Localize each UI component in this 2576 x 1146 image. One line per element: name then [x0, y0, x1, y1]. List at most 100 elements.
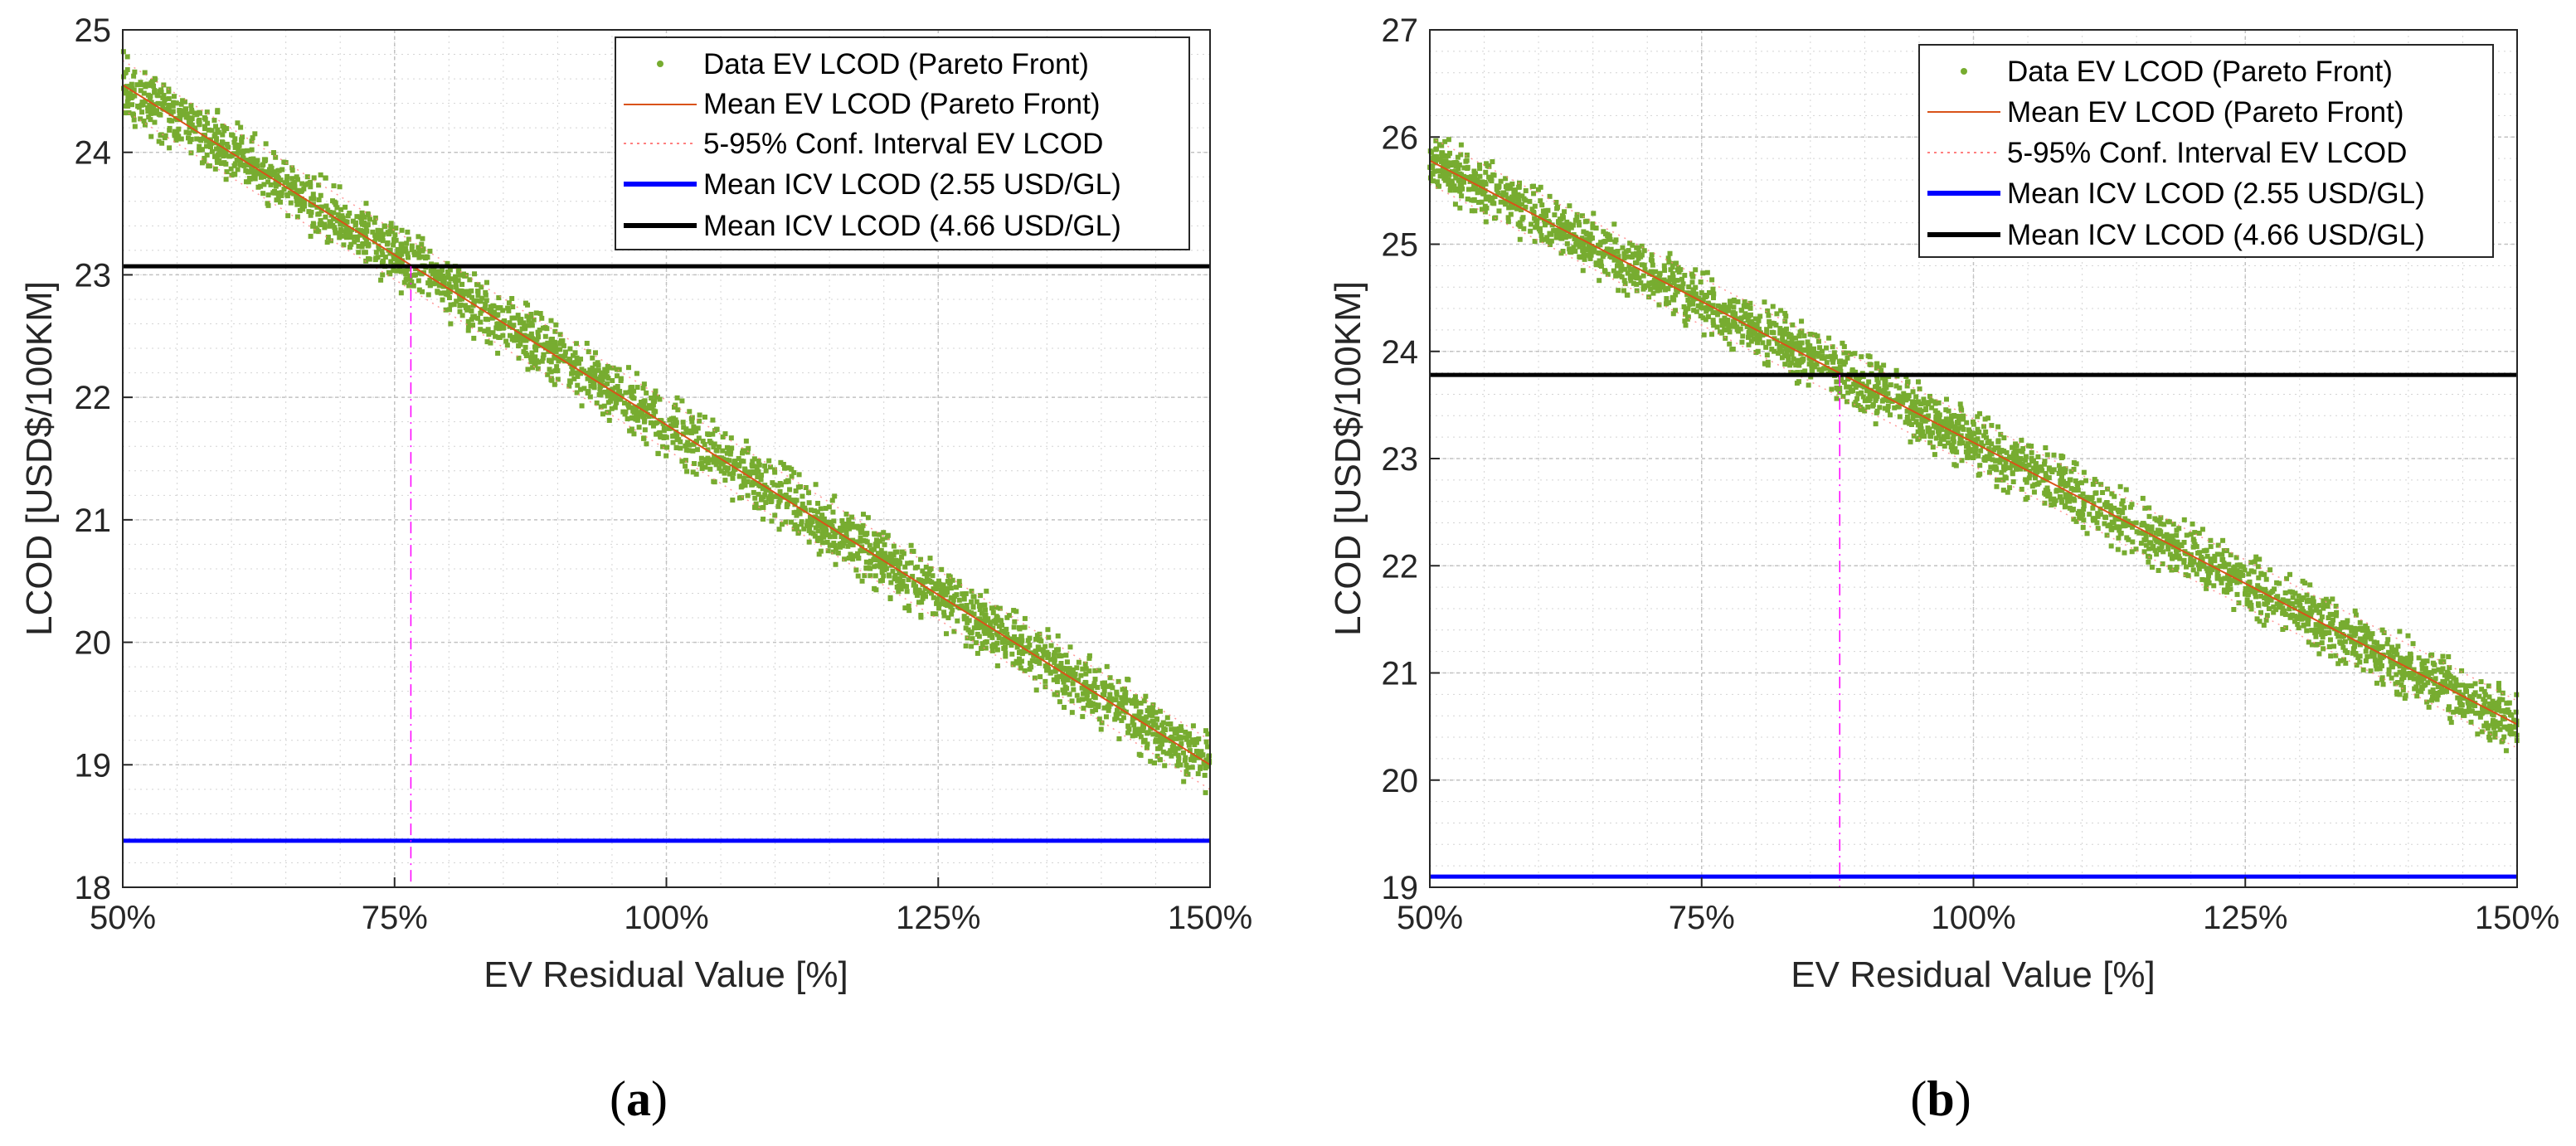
- scatter-point-a: [756, 492, 761, 498]
- scatter-point-a: [335, 212, 341, 218]
- scatter-point-b: [2174, 564, 2180, 570]
- scatter-point-a: [609, 396, 615, 401]
- scatter-point-a: [1181, 750, 1187, 755]
- scatter-point-a: [1033, 658, 1038, 664]
- scatter-point-b: [1834, 379, 1840, 385]
- scatter-point-a: [819, 514, 825, 520]
- scatter-point-a: [1028, 660, 1033, 666]
- scatter-point-b: [1998, 455, 2004, 461]
- scatter-point-a: [1123, 700, 1129, 706]
- scatter-point-b: [1815, 333, 1820, 339]
- scatter-point-b: [1983, 429, 1989, 435]
- scatter-point-a: [756, 458, 761, 464]
- scatter-point-b: [2221, 561, 2227, 566]
- scatter-point-b: [2019, 461, 2025, 467]
- scatter-point-a: [419, 241, 425, 247]
- scatter-point-b: [1980, 443, 1985, 449]
- scatter-point-a: [496, 295, 502, 301]
- scatter-point-a: [281, 159, 287, 165]
- scatter-point-b: [2280, 627, 2286, 633]
- scatter-point-a: [510, 304, 516, 310]
- scatter-point-a: [598, 374, 604, 380]
- scatter-point-a: [819, 532, 825, 538]
- scatter-point-a: [783, 519, 789, 525]
- scatter-point-a: [553, 322, 559, 328]
- scatter-point-b: [2379, 675, 2385, 681]
- scatter-point-b: [2237, 579, 2243, 585]
- scatter-point-a: [1033, 648, 1038, 654]
- scatter-point-b: [2220, 564, 2226, 570]
- scatter-point-b: [1917, 407, 1922, 413]
- scatter-point-b: [2496, 681, 2501, 687]
- scatter-point-b: [1917, 386, 1922, 392]
- scatter-point-a: [502, 318, 508, 323]
- scatter-point-a: [650, 423, 656, 429]
- scatter-point-a: [727, 451, 733, 457]
- scatter-point-b: [1656, 282, 1662, 288]
- scatter-point-a: [831, 518, 837, 524]
- scatter-point-a: [249, 163, 255, 169]
- scatter-point-b: [1708, 306, 1714, 312]
- scatter-point-b: [1710, 320, 1716, 326]
- scatter-point-a: [710, 417, 716, 423]
- scatter-point-a: [941, 609, 947, 615]
- scatter-point-a: [391, 242, 396, 248]
- scatter-point-b: [2338, 621, 2344, 627]
- scatter-point-a: [531, 317, 537, 323]
- scatter-point-b: [1949, 413, 1955, 419]
- scatter-point-b: [2486, 701, 2492, 707]
- scatter-point-a: [813, 514, 819, 520]
- scatter-point-a: [899, 554, 905, 560]
- scatter-point-b: [2068, 477, 2073, 483]
- scatter-point-a: [148, 93, 153, 99]
- scatter-point-a: [812, 533, 818, 539]
- scatter-point-a: [411, 272, 417, 278]
- scatter-point-a: [166, 95, 172, 101]
- scatter-point-b: [1484, 197, 1490, 202]
- scatter-point-a: [896, 583, 902, 589]
- scatter-point-a: [405, 250, 411, 256]
- scatter-point-a: [474, 282, 479, 288]
- scatter-point-a: [339, 213, 345, 219]
- scatter-point-b: [2112, 515, 2118, 521]
- scatter-point-a: [1070, 667, 1076, 673]
- scatter-point-b: [1793, 362, 1799, 368]
- scatter-point-a: [854, 539, 860, 545]
- scatter-point-a: [1150, 721, 1156, 726]
- scatter-point-a: [328, 238, 334, 244]
- scatter-point-a: [1112, 716, 1118, 722]
- y-tick-label-a: 24: [75, 135, 112, 172]
- scatter-point-a: [595, 367, 601, 373]
- scatter-point-a: [693, 428, 698, 434]
- scatter-point-b: [1878, 389, 1883, 395]
- scatter-point-b: [2495, 723, 2501, 729]
- scatter-point-a: [772, 467, 778, 473]
- scatter-point-a: [572, 360, 578, 366]
- scatter-point-b: [1769, 347, 1775, 352]
- scatter-point-b: [2389, 664, 2395, 670]
- scatter-point-b: [1730, 299, 1736, 304]
- scatter-point-b: [2108, 527, 2114, 532]
- scatter-point-a: [581, 368, 587, 374]
- scatter-point-b: [1995, 439, 2001, 444]
- scatter-point-a: [691, 441, 697, 447]
- scatter-point-a: [214, 157, 220, 163]
- scatter-point-b: [1483, 169, 1489, 175]
- scatter-point-b: [1854, 396, 1860, 401]
- scatter-point-b: [2087, 495, 2092, 501]
- scatter-point-b: [2481, 723, 2487, 729]
- scatter-point-a: [974, 599, 979, 605]
- scatter-point-a: [1157, 739, 1163, 745]
- scatter-point-a: [245, 148, 250, 153]
- scatter-point-a: [712, 454, 717, 459]
- scatter-point-a: [768, 491, 774, 497]
- scatter-point-a: [937, 581, 943, 587]
- scatter-point-b: [2059, 499, 2065, 505]
- scatter-point-a: [930, 611, 936, 617]
- scatter-point-a: [484, 279, 489, 285]
- scatter-point-a: [331, 216, 337, 221]
- scatter-point-a: [197, 143, 202, 149]
- scatter-point-b: [2476, 693, 2482, 699]
- scatter-point-b: [1730, 347, 1736, 352]
- scatter-point-a: [724, 444, 730, 450]
